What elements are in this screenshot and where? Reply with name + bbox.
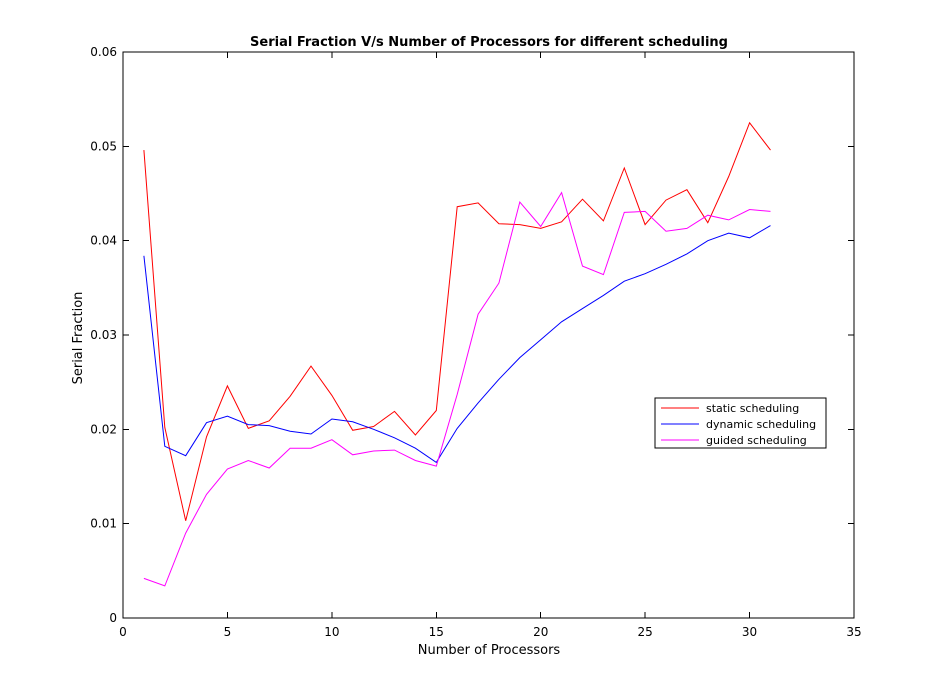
- x-tick-label: 5: [224, 625, 232, 639]
- legend-label: guided scheduling: [706, 434, 807, 447]
- series-layer: [143, 121, 771, 587]
- legend-label: static scheduling: [706, 402, 799, 415]
- x-tick-label: 20: [533, 625, 548, 639]
- chart-title: Serial Fraction V/s Number of Processors…: [250, 35, 728, 50]
- x-tick-label: 35: [846, 625, 861, 639]
- y-axis-title: Serial Fraction: [71, 292, 86, 385]
- x-tick-label: 10: [324, 625, 339, 639]
- series-line-2: [143, 225, 771, 464]
- y-tick-label: 0.01: [90, 517, 117, 531]
- y-tick-label: 0: [109, 611, 117, 625]
- axes: 0 5 10 15 20 25 30 35 0 0.01 0.02 0.03 0.04 0.05 0.06: [90, 45, 861, 639]
- series-line-1: [143, 121, 771, 521]
- y-tick-label: 0.06: [90, 45, 117, 59]
- y-tick-label: 0.03: [90, 328, 117, 342]
- x-tick-label: 0: [119, 625, 127, 639]
- x-tick-label: 25: [638, 625, 653, 639]
- series-line-3: [143, 191, 771, 587]
- y-tick-label: 0.04: [90, 234, 117, 248]
- y-tick-label: 0.05: [90, 139, 117, 153]
- x-tick-label: 30: [742, 625, 757, 639]
- legend-label: dynamic scheduling: [706, 418, 816, 431]
- y-tick-label: 0.02: [90, 422, 117, 436]
- x-tick-label: 15: [429, 625, 444, 639]
- legend: static scheduling dynamic scheduling guide…: [654, 397, 827, 449]
- x-axis-title: Number of Processors: [418, 643, 561, 658]
